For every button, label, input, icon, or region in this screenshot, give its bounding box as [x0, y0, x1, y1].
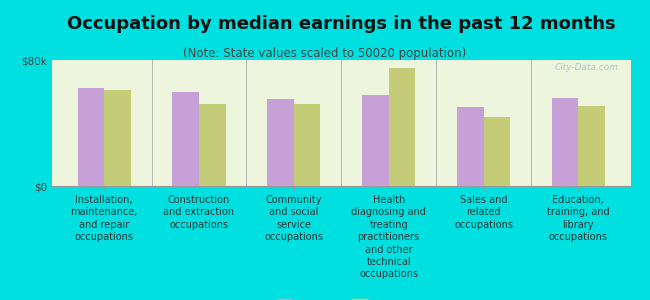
Bar	[294, 104, 320, 186]
Bar	[552, 98, 578, 186]
Bar	[77, 88, 104, 186]
Legend: 50020, Iowa: 50020, Iowa	[273, 296, 410, 300]
Bar	[457, 107, 484, 186]
Text: City-Data.com: City-Data.com	[555, 62, 619, 71]
Text: (Note: State values scaled to 50020 population): (Note: State values scaled to 50020 popu…	[183, 46, 467, 59]
Bar	[267, 99, 294, 186]
Bar	[199, 104, 226, 186]
Bar	[578, 106, 605, 186]
Title: Occupation by median earnings in the past 12 months: Occupation by median earnings in the pas…	[67, 15, 616, 33]
Bar	[172, 92, 199, 186]
Bar	[104, 90, 131, 186]
Bar	[389, 68, 415, 186]
Bar	[362, 95, 389, 186]
Bar	[484, 117, 510, 186]
